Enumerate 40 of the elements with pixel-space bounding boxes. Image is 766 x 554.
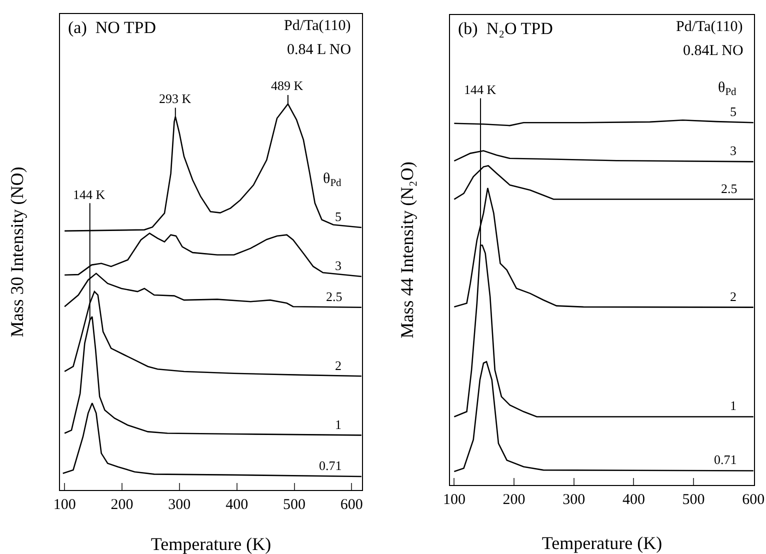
series-label: 2 <box>335 358 342 373</box>
annotation: 144 K <box>464 82 497 97</box>
series-label: 1 <box>730 398 736 413</box>
x-axis-title: Temperature (K) <box>150 534 272 554</box>
chart-title: (a) NO TPD <box>68 18 156 37</box>
x-tick-label: 400 <box>622 492 645 508</box>
x-tick-label: 300 <box>168 497 191 513</box>
series-label: 0.71 <box>714 452 737 467</box>
x-tick-label: 600 <box>742 492 765 508</box>
series-label: 2.5 <box>326 289 342 304</box>
legend-title: θ$_{Pd}$ <box>323 171 342 190</box>
series-label: 3 <box>335 258 342 273</box>
text: 0.84 L NO <box>287 42 352 58</box>
annotation: 489 K <box>271 78 304 93</box>
x-tick-label: 200 <box>502 492 526 508</box>
chart-title: (b) N₂O TPD <box>458 19 553 38</box>
x-tick-label: 500 <box>283 497 306 513</box>
series-label: 5 <box>335 209 342 224</box>
x-tick-label: 300 <box>562 492 586 508</box>
y-axis-title: Mass 30 Intensity (NO) <box>7 166 27 338</box>
series-label: 2 <box>730 289 736 304</box>
x-axis-title: Temperature (K) <box>542 533 662 553</box>
text: Pd/Ta(110) <box>676 19 743 35</box>
series-label: 0.71 <box>319 458 342 473</box>
annotation: 144 K <box>73 187 106 202</box>
series-label: 1 <box>335 417 342 432</box>
x-tick-label: 400 <box>226 497 248 513</box>
text: Pd/Ta(110) <box>284 18 351 34</box>
x-tick-label: 500 <box>682 492 705 508</box>
x-tick-label: 600 <box>340 497 363 513</box>
annotation: 293 K <box>159 91 192 106</box>
text: 0.84L NO <box>683 43 744 59</box>
x-tick-label: 100 <box>53 497 76 513</box>
series-label: 3 <box>730 143 736 158</box>
x-tick-label: 100 <box>442 492 466 508</box>
series-label: 5 <box>730 104 736 119</box>
y-axis-title: Mass 44 Intensity (N₂O) <box>397 162 417 338</box>
x-tick-label: 200 <box>110 497 134 513</box>
series-label: 2.5 <box>721 181 738 196</box>
legend-title: θ$_{Pd}$ <box>718 80 738 98</box>
